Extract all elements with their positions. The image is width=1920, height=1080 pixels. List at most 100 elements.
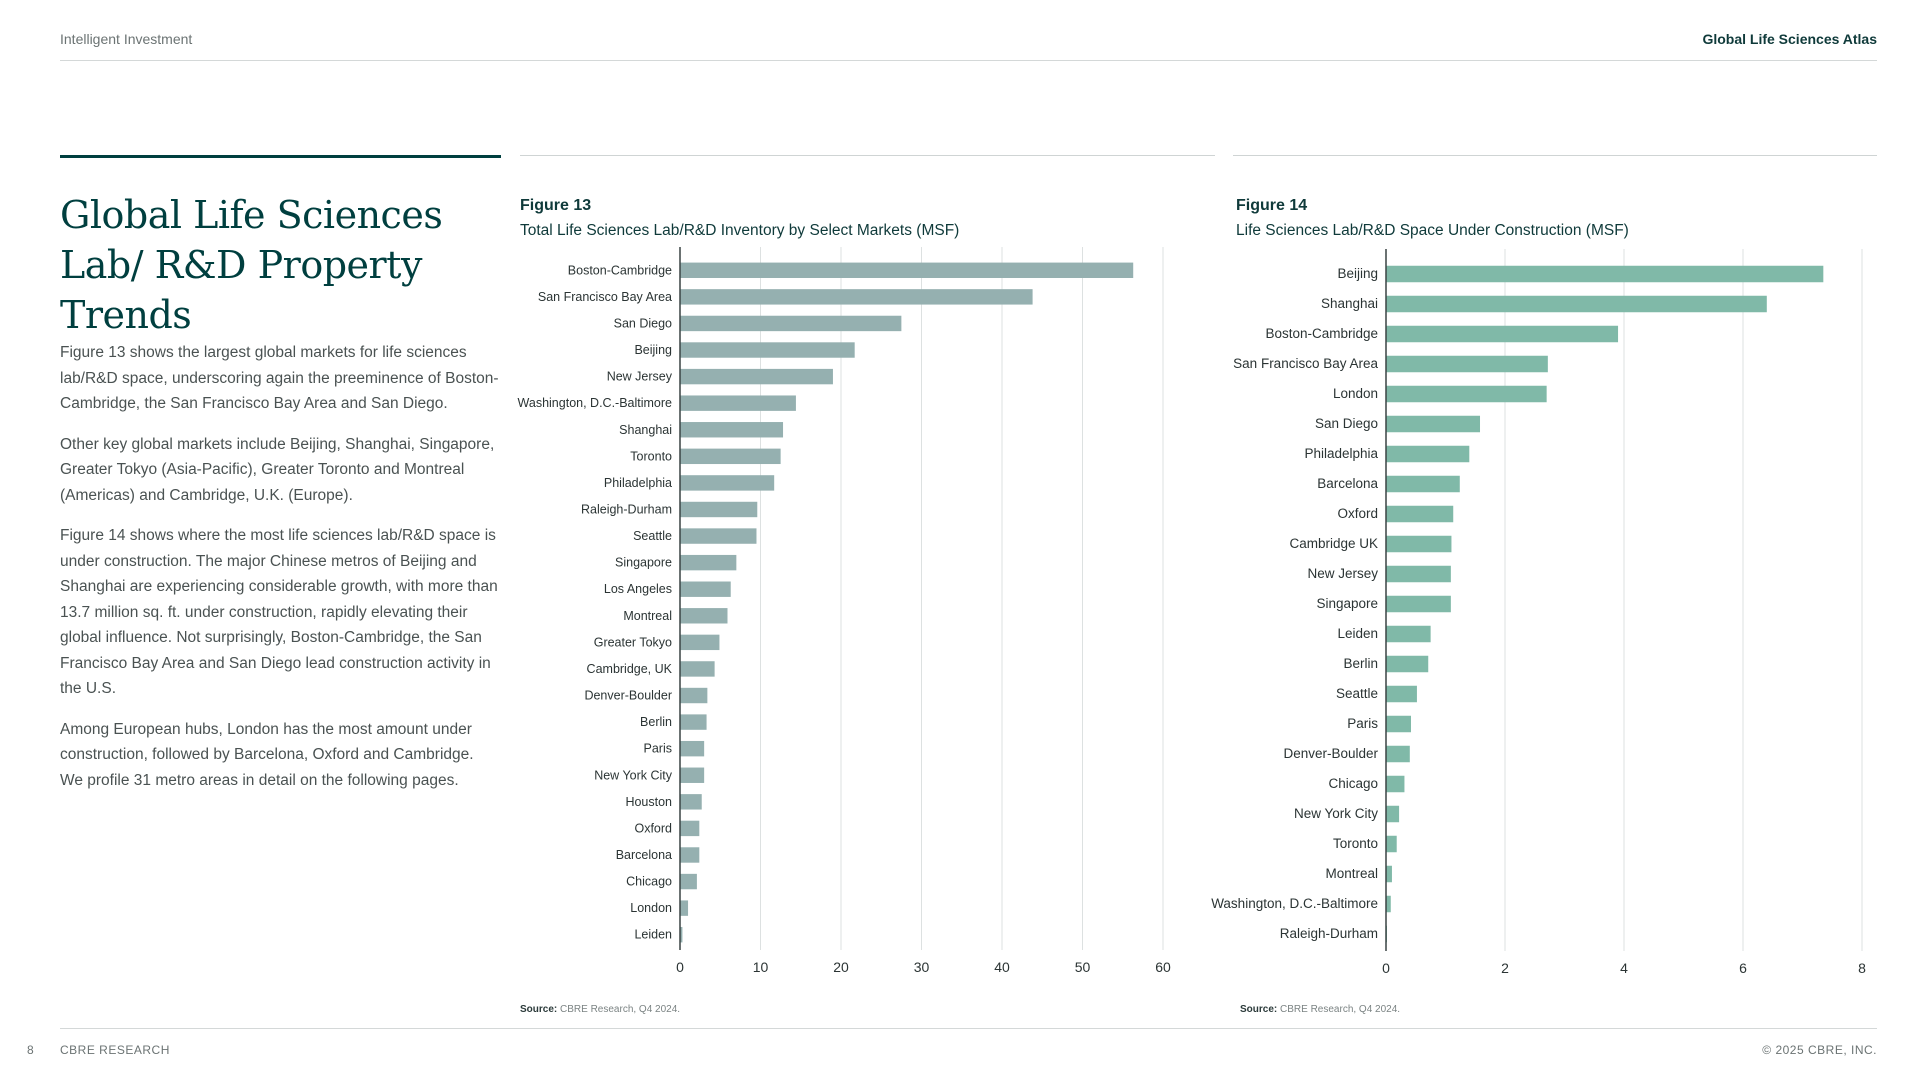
fig13-bar <box>680 448 781 465</box>
fig13-bar <box>680 475 775 491</box>
title-accent-rule <box>60 155 501 158</box>
fig13-category-label: Boston-Cambridge <box>568 263 672 277</box>
fig14-category-label: London <box>1333 386 1378 401</box>
fig13-tick-label: 40 <box>994 959 1010 975</box>
fig14-bar <box>1386 805 1400 823</box>
fig14-bar <box>1386 325 1619 343</box>
fig14-bar <box>1386 895 1391 913</box>
fig14-category-label: Raleigh-Durham <box>1280 926 1378 941</box>
fig14-category-label: Paris <box>1347 716 1378 731</box>
fig13-tick-label: 10 <box>753 959 769 975</box>
figure13-top-rule <box>520 155 1215 156</box>
fig13-category-label: Montreal <box>623 609 672 623</box>
fig14-category-label: New York City <box>1294 806 1378 821</box>
fig14-category-label: Seattle <box>1336 686 1378 701</box>
fig13-tick-label: 60 <box>1155 959 1171 975</box>
header-right-label: Global Life Sciences Atlas <box>1702 31 1877 47</box>
fig13-category-label: London <box>630 901 672 915</box>
fig13-bar <box>680 794 702 810</box>
figure14-number: Figure 14 <box>1236 197 1308 214</box>
fig13-category-label: San Diego <box>614 316 672 330</box>
fig14-bar <box>1386 745 1410 763</box>
fig13-bar <box>680 847 700 863</box>
fig13-category-label: Beijing <box>634 343 672 357</box>
source-text: CBRE Research, Q4 2024. <box>560 1004 681 1015</box>
fig13-bar <box>680 554 737 571</box>
fig13-tick-label: 0 <box>676 959 684 975</box>
fig13-category-label: Philadelphia <box>604 476 672 490</box>
fig14-category-label: Beijing <box>1337 266 1378 281</box>
body-paragraph: Among European hubs, London has the most… <box>60 720 474 789</box>
fig14-bar <box>1386 475 1460 493</box>
fig14-bar <box>1386 595 1451 613</box>
fig13-category-label: New York City <box>594 768 673 782</box>
fig14-category-label: Singapore <box>1316 596 1378 611</box>
fig14-category-label: Shanghai <box>1321 296 1378 311</box>
fig14-bar <box>1386 775 1405 793</box>
fig13-bar <box>680 528 757 544</box>
fig14-tick-label: 6 <box>1739 960 1747 976</box>
figure13-source: Source: CBRE Research, Q4 2024. <box>520 1004 680 1015</box>
fig13-bar <box>680 661 715 677</box>
figure13-title: Total Life Sciences Lab/R&D Inventory by… <box>520 222 960 239</box>
fig13-bar <box>680 342 855 358</box>
footer-divider <box>60 1028 1877 1029</box>
fig13-category-label: Raleigh-Durham <box>581 502 672 516</box>
fig13-bar <box>680 395 796 411</box>
fig13-category-label: Denver-Boulder <box>584 689 672 703</box>
fig13-bar <box>680 501 758 518</box>
fig13-category-label: Cambridge, UK <box>587 662 673 676</box>
figure14-top-rule <box>1233 155 1877 156</box>
fig14-tick-label: 8 <box>1858 960 1866 976</box>
fig14-bar <box>1386 355 1548 373</box>
fig13-bar <box>680 422 784 438</box>
fig14-category-label: Washington, D.C.-Baltimore <box>1211 896 1378 911</box>
fig14-bar <box>1386 535 1452 553</box>
fig14-bar <box>1386 385 1547 403</box>
page-title: Global Life Sciences Lab/ R&D Property T… <box>60 193 443 337</box>
fig14-bar <box>1386 625 1431 643</box>
fig14-bar <box>1386 865 1392 883</box>
fig13-category-label: New Jersey <box>607 370 673 384</box>
fig13-bar <box>680 927 683 943</box>
fig13-bar <box>680 289 1033 305</box>
fig14-category-label: Barcelona <box>1317 476 1378 491</box>
fig14-category-label: San Diego <box>1315 416 1378 431</box>
fig13-bar <box>680 262 1134 278</box>
fig13-category-label: Los Angeles <box>604 582 672 596</box>
fig13-bar <box>680 368 833 385</box>
fig14-bar <box>1386 565 1451 583</box>
fig13-bar <box>680 634 720 651</box>
source-label: Source: <box>1240 1004 1278 1015</box>
fig13-bar <box>680 714 707 730</box>
fig13-bar <box>680 900 689 916</box>
fig14-bar <box>1386 685 1417 703</box>
fig13-category-label: Greater Tokyo <box>594 635 672 649</box>
fig14-bar <box>1386 445 1470 463</box>
source-label: Source: <box>520 1004 558 1015</box>
body-paragraph: Figure 13 shows the largest global marke… <box>60 344 499 412</box>
fig13-category-label: Seattle <box>633 529 672 543</box>
fig14-tick-label: 0 <box>1382 960 1390 976</box>
fig13-bar <box>680 315 902 332</box>
fig13-category-label: Leiden <box>634 928 672 942</box>
fig14-category-label: Chicago <box>1328 776 1378 791</box>
fig13-category-label: Barcelona <box>616 848 672 862</box>
fig13-tick-label: 30 <box>914 959 930 975</box>
fig14-bar <box>1386 505 1454 523</box>
fig13-category-label: Oxford <box>634 821 672 835</box>
body-paragraph: Figure 14 shows where the most life scie… <box>60 527 498 697</box>
figure14-source: Source: CBRE Research, Q4 2024. <box>1240 1004 1400 1015</box>
figure13-number: Figure 13 <box>520 197 592 214</box>
figure13-chart: Boston-Cambridge San Francisco Bay Area Sa… <box>518 247 1171 975</box>
fig13-bar <box>680 608 728 624</box>
fig13-category-label: Houston <box>625 795 672 809</box>
fig14-category-label: Boston-Cambridge <box>1265 326 1378 341</box>
fig14-category-label: Montreal <box>1325 866 1378 881</box>
fig13-bar <box>680 687 708 704</box>
fig13-category-label: Chicago <box>626 875 672 889</box>
fig13-tick-label: 50 <box>1075 959 1091 975</box>
fig14-bar <box>1386 835 1397 853</box>
header-divider <box>60 60 1877 61</box>
page-number: 8 <box>27 1043 34 1057</box>
